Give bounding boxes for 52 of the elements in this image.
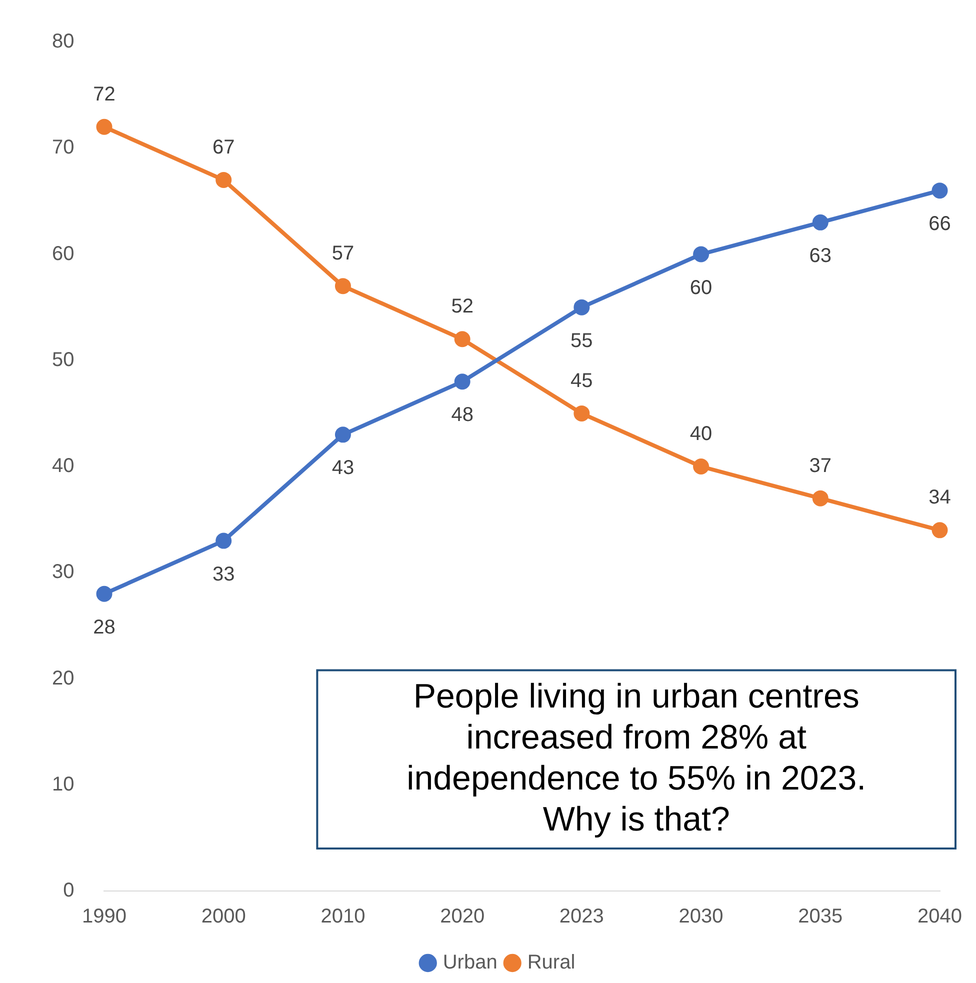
data-label: 66 (928, 213, 951, 236)
point (334, 278, 351, 294)
data-label: 33 (212, 563, 235, 586)
y-tick-label: 0 (63, 880, 74, 902)
y-tick-label: 20 (52, 667, 74, 690)
y-tick-label: 30 (52, 561, 74, 584)
point (574, 405, 590, 422)
data-label: 43 (332, 457, 354, 480)
y-tick-label: 80 (52, 30, 74, 53)
annotation: People living in urban centres increased from 28% at independence to 55% in 2023. Why is that? (406, 677, 866, 838)
data-label: 55 (570, 330, 593, 352)
point (574, 299, 590, 316)
data-label: 72 (93, 83, 116, 106)
data-label: 37 (809, 454, 832, 477)
y-tick-label: 70 (52, 136, 74, 159)
y-tick-label: 10 (52, 773, 74, 796)
x-tick-label: 2030 (678, 906, 724, 928)
x-tick-label: 2035 (798, 906, 843, 928)
data-label: 40 (690, 423, 712, 446)
x-tick-label: 1990 (82, 906, 126, 928)
point (812, 490, 828, 506)
point (454, 331, 470, 348)
x-tick-label: 2040 (918, 906, 962, 928)
x-tick-label: 2023 (559, 906, 604, 928)
point (693, 458, 710, 474)
point (932, 182, 948, 199)
point (216, 172, 232, 188)
x-tick-label: 2020 (440, 906, 485, 928)
legend-label: Rural (527, 952, 576, 974)
point (932, 522, 948, 538)
point (693, 246, 710, 262)
y-tick-label: 50 (52, 348, 74, 371)
x-tick-label: 2010 (320, 906, 366, 928)
point (96, 118, 112, 135)
point (454, 374, 470, 390)
data-label: 57 (332, 242, 354, 265)
y-tick-label: 40 (52, 455, 74, 478)
data-label: 60 (690, 276, 712, 299)
y-tick-label: 60 (52, 242, 74, 265)
point (334, 426, 351, 443)
legend-label: Urban (442, 952, 498, 974)
data-label: 28 (93, 616, 116, 638)
data-label: 63 (809, 244, 832, 267)
data-label: 67 (212, 136, 235, 158)
data-label: 34 (928, 486, 951, 509)
data-label: 48 (451, 404, 474, 426)
point (216, 532, 232, 549)
data-label: 52 (451, 296, 474, 318)
point (812, 214, 828, 230)
x-tick-label: 2000 (201, 906, 246, 928)
data-label: 45 (570, 370, 593, 392)
point (96, 586, 112, 602)
